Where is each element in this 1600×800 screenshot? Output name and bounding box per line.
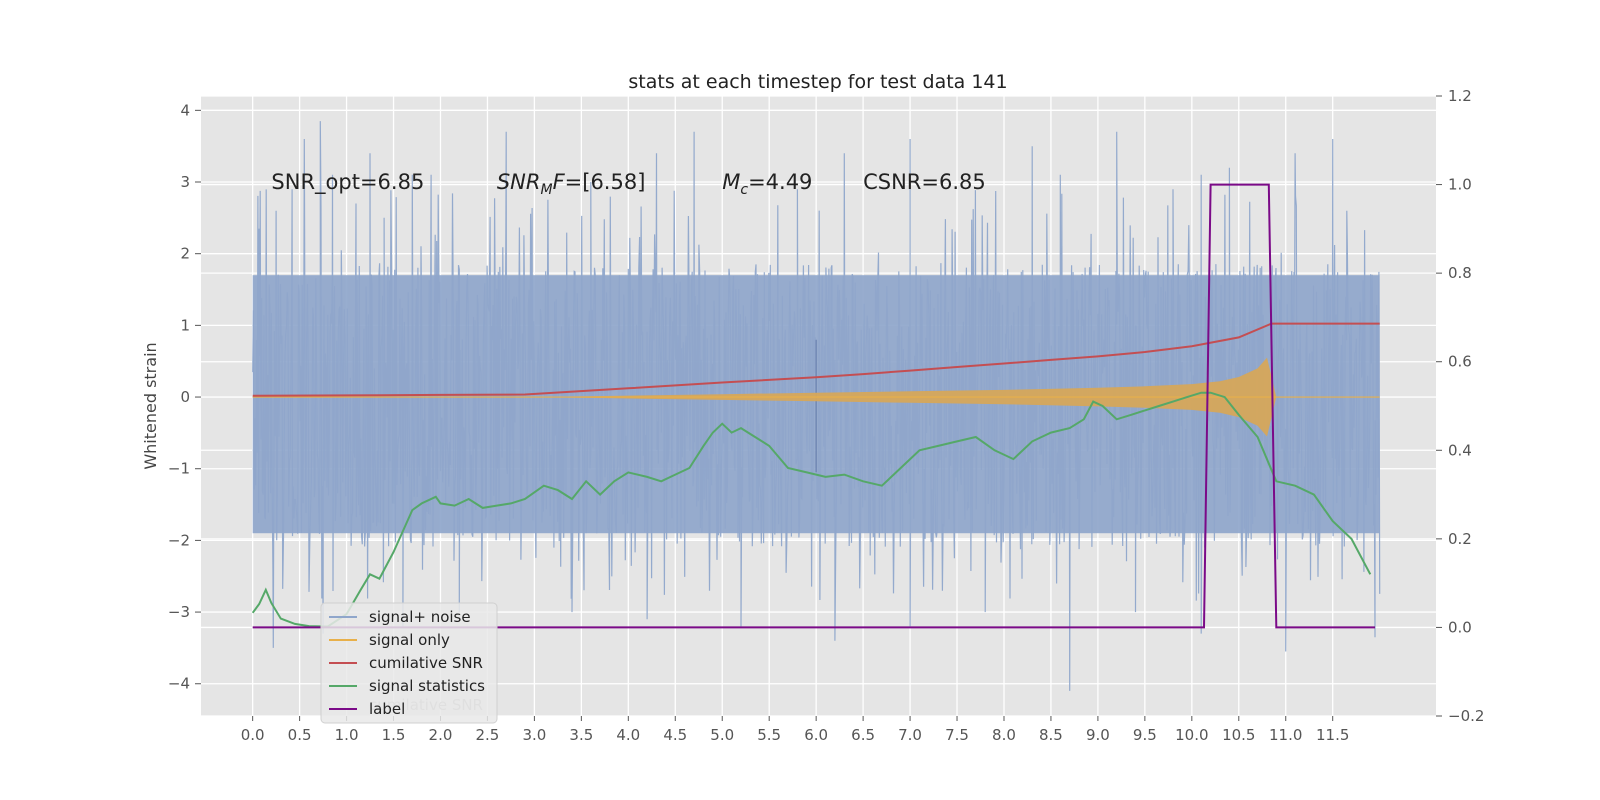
legend-label-2: cumilative SNR bbox=[369, 654, 483, 672]
x-tick-label-12: 6.0 bbox=[804, 726, 828, 744]
y-axis-left-ticks: −4 −3 −2 −1 0 1 2 3 4 bbox=[168, 101, 201, 693]
annotations: SNR_opt=6.85 SNRMF=[6.58] Mc=4.49 CSNR=6.85 bbox=[271, 170, 985, 198]
y-axis-label: Whitened strain bbox=[141, 342, 160, 469]
x-tick-label-5: 2.5 bbox=[476, 726, 500, 744]
x-tick-label-18: 9.0 bbox=[1086, 726, 1110, 744]
x-tick-label-3: 1.5 bbox=[382, 726, 406, 744]
y-axis-right-ticks: −0.2 0.0 0.2 0.4 0.6 0.8 1.0 1.2 bbox=[1436, 87, 1484, 725]
x-tick-label-6: 3.0 bbox=[522, 726, 546, 744]
yl-tick-label-0: −4 bbox=[168, 675, 190, 693]
x-tick-label-16: 8.0 bbox=[992, 726, 1016, 744]
x-tick-label-21: 10.5 bbox=[1222, 726, 1255, 744]
series-signal-only bbox=[252, 357, 1380, 437]
x-tick-label-10: 5.0 bbox=[710, 726, 734, 744]
series-signal-statistics bbox=[251, 391, 1372, 628]
x-tick-label-9: 4.5 bbox=[663, 726, 687, 744]
x-tick-label-4: 2.0 bbox=[429, 726, 453, 744]
legend-label-3: signal statistics bbox=[369, 677, 485, 695]
annotation-0: SNR_opt=6.85 bbox=[271, 170, 424, 195]
yl-tick-label-7: 3 bbox=[180, 173, 190, 191]
x-tick-label-8: 4.0 bbox=[616, 726, 640, 744]
yl-tick-label-4: 0 bbox=[180, 388, 190, 406]
yr-tick-label-2: 0.2 bbox=[1448, 530, 1472, 548]
x-tick-label-11: 5.5 bbox=[757, 726, 781, 744]
legend-box bbox=[320, 602, 498, 724]
x-tick-label-19: 9.5 bbox=[1133, 726, 1157, 744]
series-lines bbox=[251, 183, 1380, 629]
chart-title: stats at each timestep for test data 141 bbox=[628, 71, 1007, 93]
x-tick-label-17: 8.5 bbox=[1039, 726, 1063, 744]
yl-tick-label-3: −1 bbox=[168, 460, 190, 478]
x-tick-label-7: 3.5 bbox=[569, 726, 593, 744]
x-tick-label-20: 10.0 bbox=[1175, 726, 1208, 744]
x-axis-ticks: 0.0 0.5 1.0 1.5 2.0 2.5 3.0 3.5 4.0 4.5 5.0 5.5 6.0 6… bbox=[241, 716, 1349, 744]
x-tick-label-1: 0.5 bbox=[288, 726, 312, 744]
x-tick-label-0: 0.0 bbox=[241, 726, 265, 744]
yl-tick-label-8: 4 bbox=[180, 101, 190, 119]
x-tick-label-23: 11.5 bbox=[1316, 726, 1349, 744]
yl-tick-label-1: −3 bbox=[168, 603, 190, 621]
yr-tick-label-6: 1.0 bbox=[1448, 176, 1472, 194]
x-tick-label-2: 1.0 bbox=[335, 726, 359, 744]
yr-tick-label-5: 0.8 bbox=[1448, 264, 1472, 282]
yl-tick-label-2: −2 bbox=[168, 531, 190, 549]
legend-label-0: signal+ noise bbox=[369, 608, 471, 626]
yr-tick-label-1: 0.0 bbox=[1448, 618, 1472, 636]
legend-label-4: label bbox=[369, 700, 405, 718]
x-tick-label-15: 7.5 bbox=[945, 726, 969, 744]
yr-tick-label-3: 0.4 bbox=[1448, 441, 1472, 459]
series-label bbox=[252, 183, 1375, 629]
yr-tick-label-7: 1.2 bbox=[1448, 87, 1472, 105]
yr-tick-label-4: 0.6 bbox=[1448, 353, 1472, 371]
yl-tick-label-5: 1 bbox=[180, 316, 190, 334]
x-tick-label-13: 6.5 bbox=[851, 726, 875, 744]
x-tick-label-14: 7.0 bbox=[898, 726, 922, 744]
annotation-1: SNRMF=[6.58] bbox=[497, 170, 646, 198]
annotation-3: CSNR=6.85 bbox=[863, 170, 986, 194]
yr-tick-label-0: −0.2 bbox=[1448, 707, 1484, 725]
legend-label-1: signal only bbox=[369, 631, 450, 649]
series-cumilative-snr bbox=[252, 322, 1380, 397]
x-tick-label-22: 11.0 bbox=[1269, 726, 1302, 744]
annotation-2: Mc=4.49 bbox=[722, 170, 812, 198]
yl-tick-label-6: 2 bbox=[180, 245, 190, 263]
